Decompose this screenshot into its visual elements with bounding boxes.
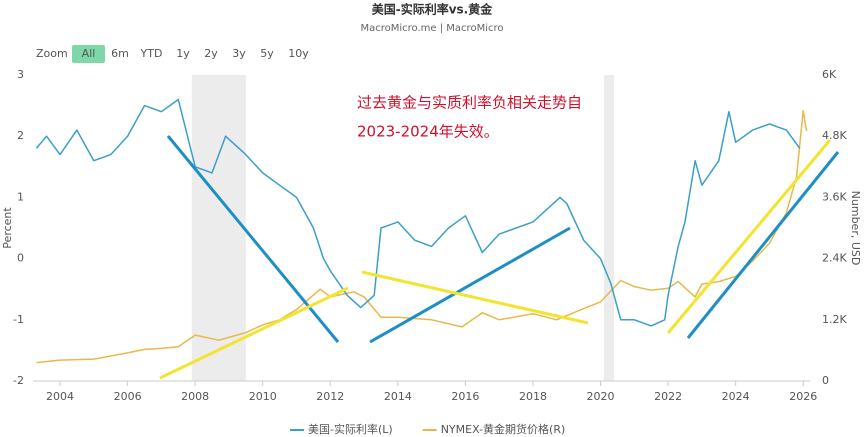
trend-line [686,151,840,339]
x-tick-label: 2018 [519,390,547,403]
annotation: 2023-2024年失效。 [357,123,499,141]
x-tick-label: 2012 [316,390,344,403]
range-button[interactable]: All [82,47,96,60]
y-axis-label: Percent [1,207,14,249]
range-button[interactable]: 1y [176,47,190,60]
y-tick-label: 1 [17,190,24,203]
range-button[interactable]: 3y [232,47,246,60]
trend-line [159,286,349,380]
x-tick-label: 2020 [587,390,615,403]
y2-tick-label: 2.4K [822,252,847,265]
x-tick-label: 2026 [789,390,817,403]
y2-tick-label: 3.6K [822,190,847,203]
range-button[interactable]: 5y [260,47,274,60]
y-tick-label: 2 [17,129,24,142]
y2-tick-label: 4.8K [822,129,847,142]
x-tick-label: 2014 [384,390,412,403]
y2-tick-label: 1.2K [822,313,847,326]
y-tick-label: 0 [17,252,24,265]
x-tick-label: 2022 [654,390,682,403]
y-tick-label: -2 [13,374,24,387]
trend-line [369,226,571,344]
range-button[interactable]: 10y [288,47,309,60]
legend-label: NYMEX-黄金期货价格(R) [441,422,566,436]
x-tick-label: 2008 [181,390,209,403]
trend-lines [159,135,840,380]
trend-line [666,139,832,334]
chart-title: 美国-实际利率vs.黄金 [372,2,494,17]
x-tick-label: 2024 [722,390,750,403]
y-tick-label: 3 [17,68,24,81]
range-button[interactable]: 6m [111,47,129,60]
trend-line [361,270,589,325]
chart-subtitle: MacroMicro.me | MacroMicro [361,23,504,34]
y2-tick-label: 6K [822,68,837,81]
y2-axis-label: Number, USD [849,191,862,266]
zoom-label: Zoom [36,47,68,60]
x-tick-label: 2010 [249,390,277,403]
shaded-range [191,75,246,381]
shaded-range [603,75,615,381]
y2-tick-label: 0 [822,374,829,387]
y-tick-label: -1 [13,313,24,326]
x-tick-label: 2006 [114,390,142,403]
series-line [35,98,801,327]
series-line [36,109,808,364]
range-button[interactable]: 2y [204,47,218,60]
range-button-bg [72,45,105,63]
range-button[interactable]: YTD [140,47,163,60]
annotation: 过去黄金与实质利率负相关走势自 [357,94,582,112]
legend-label: 美国-实际利率(L) [308,422,393,436]
x-tick-label: 2004 [46,390,74,403]
x-tick-label: 2016 [451,390,479,403]
